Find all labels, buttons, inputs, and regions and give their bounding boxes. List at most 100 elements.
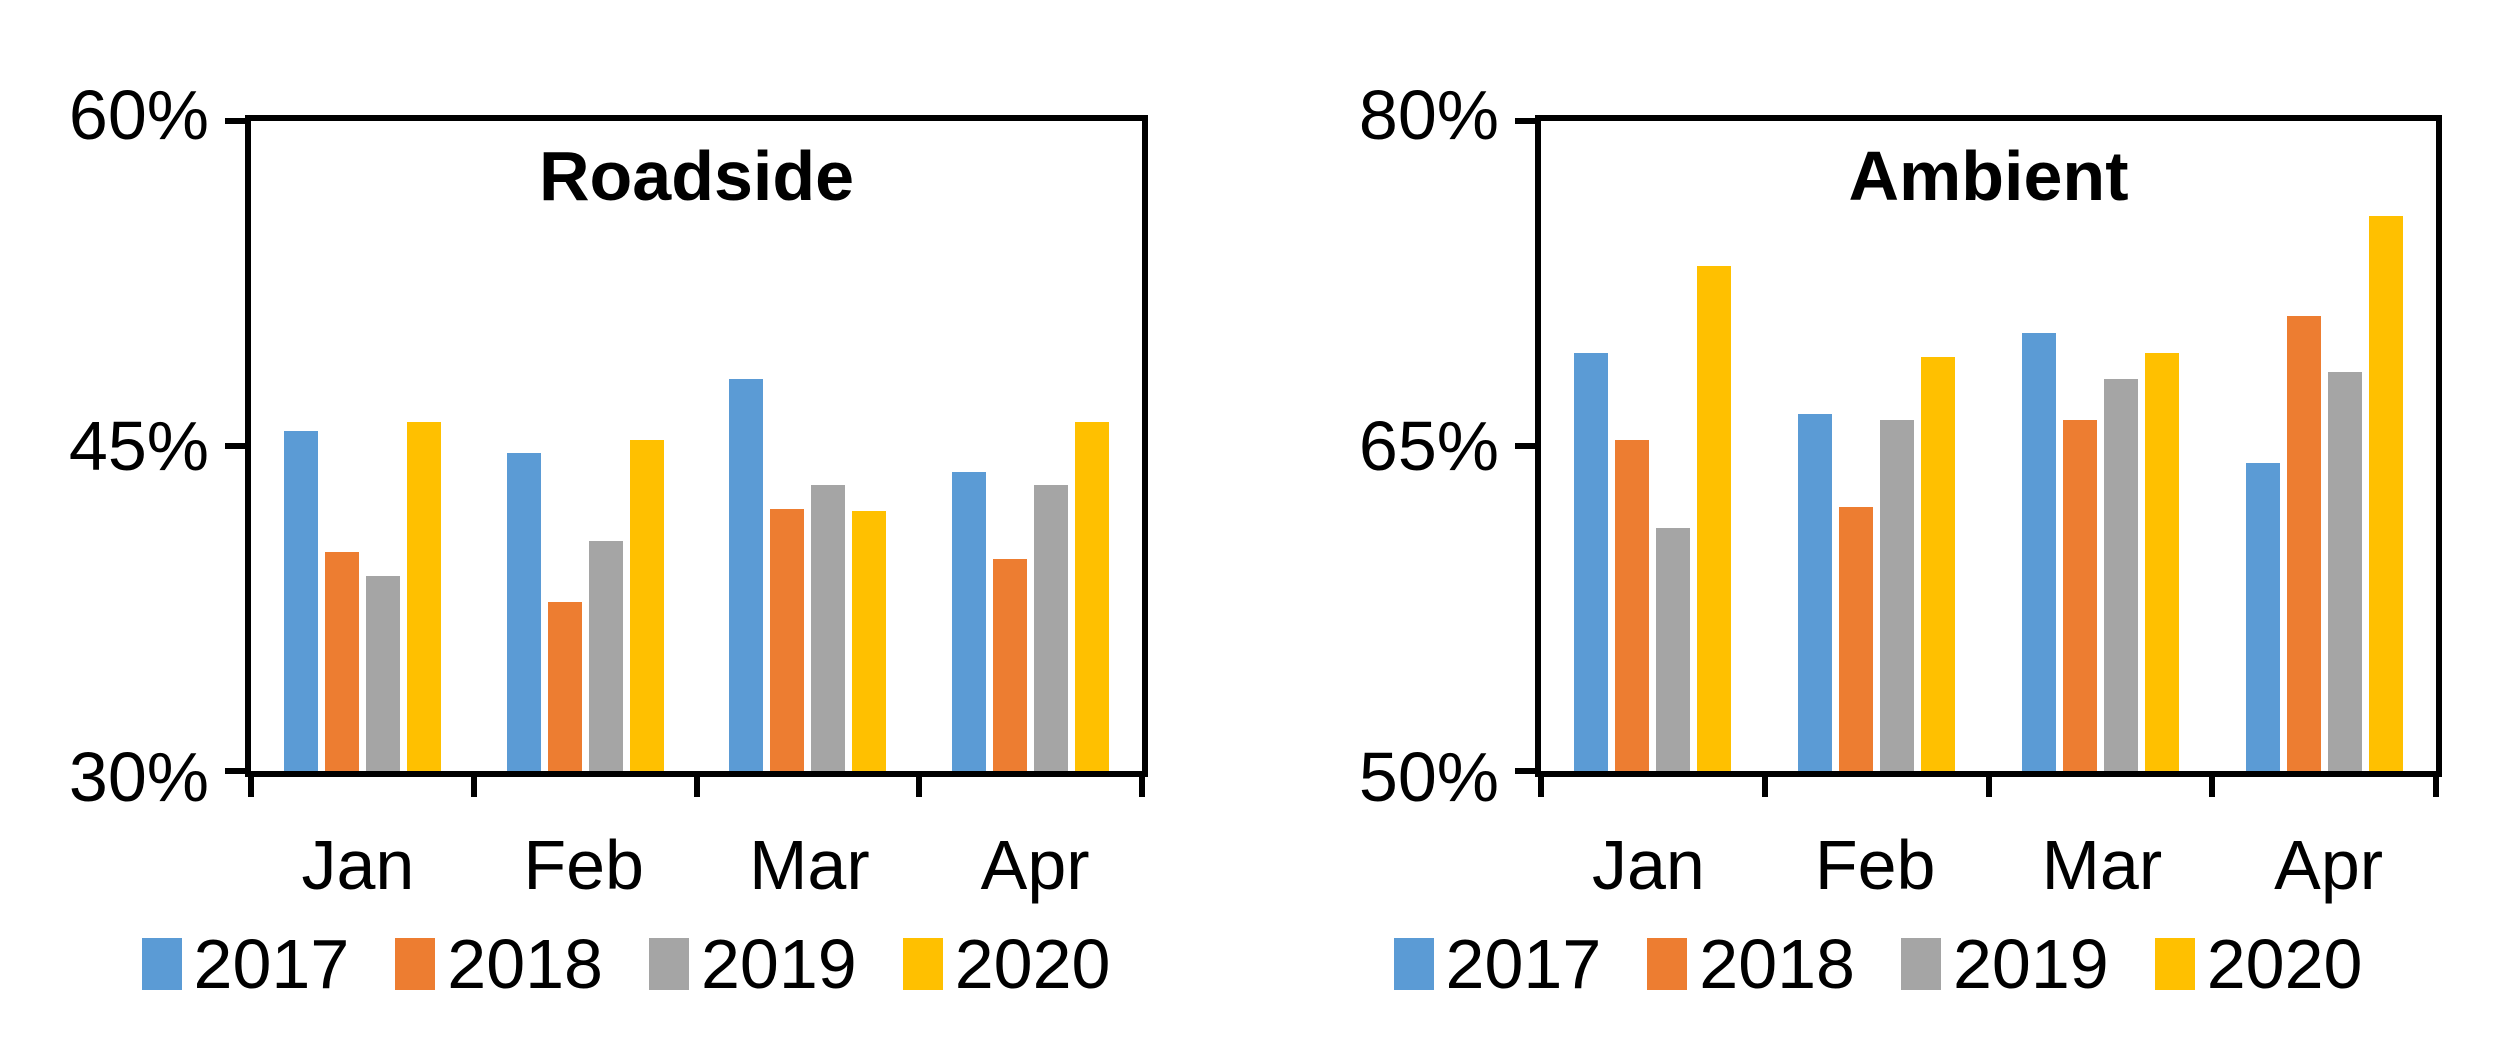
legend-label-2018: 2018	[1699, 925, 1855, 1003]
x-axis-label-apr: Apr	[2274, 826, 2384, 904]
y-axis-tick-label: 45%	[68, 407, 209, 485]
bar-2019-jan	[365, 576, 400, 771]
bar-2019-feb	[588, 541, 623, 771]
bar-group-apr	[2212, 121, 2436, 771]
legend-swatch-2018	[1647, 938, 1688, 990]
legend-label-2020: 2020	[954, 925, 1111, 1003]
plot-area: Roadside	[225, 115, 1148, 797]
legend-swatch-2019	[1901, 938, 1941, 990]
y-axis-tick-label: 60%	[68, 76, 209, 154]
legend-item-2017: 2017	[1393, 925, 1602, 1003]
x-axis-label-feb: Feb	[1814, 826, 1936, 904]
bar-group-mar	[697, 121, 920, 771]
legend-item-2020: 2020	[902, 925, 1111, 1003]
x-axis-tick	[693, 777, 700, 797]
bar-2018-mar	[2062, 420, 2097, 771]
bar-2017-jan	[1574, 352, 1609, 771]
bar-2017-apr	[952, 472, 987, 771]
bar-2017-feb	[1798, 413, 1833, 771]
x-axis-tick	[1538, 777, 1544, 797]
legend-swatch-2017	[1393, 938, 1434, 990]
legend: 2017 2018 2019 2020	[1252, 918, 2504, 1010]
x-axis-tick	[916, 777, 923, 797]
x-axis-label-mar: Mar	[749, 826, 870, 904]
y-axis-tick-label: 50%	[1358, 738, 1499, 816]
legend-swatch-2019	[649, 938, 689, 990]
legend-swatch-2018	[395, 938, 436, 990]
bar-2018-apr	[993, 558, 1028, 771]
bar-2020-mar	[2144, 352, 2179, 771]
bar-2018-feb	[1839, 506, 1874, 771]
x-axis-tick	[248, 777, 254, 797]
legend: 2017 2018 2019 2020	[0, 918, 1252, 1010]
bar-group-apr	[919, 121, 1142, 771]
legend-label-2018: 2018	[447, 925, 603, 1003]
y-axis-tick	[1515, 118, 1535, 124]
bar-2018-mar	[770, 508, 805, 771]
x-axis-tick	[470, 777, 477, 797]
bar-group-jan	[1541, 121, 1765, 771]
bar-group-mar	[1989, 121, 2213, 771]
x-axis-tick	[1139, 777, 1145, 797]
bar-2019-mar	[811, 485, 846, 771]
x-axis-tick	[1985, 777, 1992, 797]
y-axis-tick-label: 80%	[1358, 76, 1499, 154]
bar-2020-feb	[629, 439, 664, 771]
bar-2018-apr	[2286, 316, 2321, 771]
x-axis-tick	[2209, 777, 2216, 797]
legend-swatch-2020	[902, 938, 943, 990]
x-axis-labels: Jan Feb Mar Apr	[1535, 810, 2442, 920]
y-axis-tick	[225, 118, 245, 124]
legend-label-2020: 2020	[2206, 925, 2363, 1003]
legend-label-2017: 2017	[1445, 925, 1602, 1003]
legend-swatch-2017	[141, 938, 182, 990]
bar-2017-mar	[2021, 333, 2056, 771]
bar-2020-mar	[852, 511, 887, 771]
bar-2019-apr	[1034, 485, 1069, 771]
ambient-chart: 50% 65% 80% Ambient Jan Feb Mar Apr 2017 2018 2…	[1252, 0, 2504, 1045]
y-axis-tick	[225, 768, 245, 774]
x-axis-label-mar: Mar	[2041, 826, 2163, 904]
x-axis-label-jan: Jan	[1591, 826, 1705, 904]
x-axis-labels: Jan Feb Mar Apr	[245, 810, 1148, 920]
bar-2018-feb	[547, 602, 582, 771]
bar-2019-mar	[2103, 378, 2138, 771]
bar-2017-feb	[506, 452, 541, 771]
bar-groups	[1541, 121, 2436, 771]
y-axis-tick	[1515, 443, 1535, 449]
y-axis-tick	[225, 443, 245, 449]
bar-group-feb	[1765, 121, 1989, 771]
legend-label-2019: 2019	[1953, 925, 2109, 1003]
bar-2020-jan	[1697, 266, 1732, 771]
legend-swatch-2020	[2154, 938, 2195, 990]
legend-item-2020: 2020	[2154, 925, 2363, 1003]
roadside-chart: 30% 45% 60% Roadside Jan Feb Mar Apr 2017 2018…	[0, 76, 1252, 1010]
bar-2017-jan	[283, 430, 318, 771]
bar-2019-apr	[2327, 372, 2362, 771]
bar-2017-apr	[2245, 463, 2280, 771]
bar-2020-apr	[1075, 422, 1110, 771]
bar-group-feb	[474, 121, 697, 771]
bar-2018-jan	[324, 552, 359, 771]
legend-label-2017: 2017	[193, 925, 350, 1003]
legend-item-2017: 2017	[141, 925, 350, 1003]
x-axis-tick	[2433, 777, 2439, 797]
legend-label-2019: 2019	[701, 925, 857, 1003]
bar-2020-jan	[406, 422, 441, 771]
bar-group-jan	[251, 121, 474, 771]
legend-item-2019: 2019	[1901, 929, 2109, 999]
chart-title: Ambient	[1848, 137, 2129, 215]
bar-2018-jan	[1615, 439, 1650, 771]
x-axis-tick	[1761, 777, 1768, 797]
legend-item-2019: 2019	[649, 929, 857, 999]
bar-2019-jan	[1656, 528, 1691, 771]
bar-2020-feb	[1921, 357, 1956, 771]
plot-area: Ambient	[1515, 115, 2442, 797]
bar-2020-apr	[2368, 216, 2403, 771]
x-axis-label-apr: Apr	[980, 826, 1090, 904]
y-axis-labels: 50% 65% 80%	[1252, 80, 1515, 812]
x-axis-label-feb: Feb	[523, 826, 644, 904]
y-axis-tick	[1515, 768, 1535, 774]
x-axis-label-jan: Jan	[301, 826, 415, 904]
chart-title: Roadside	[538, 137, 855, 215]
